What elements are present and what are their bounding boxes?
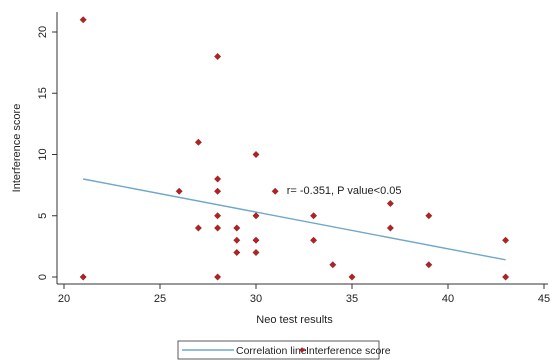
data-point-5 (214, 53, 222, 60)
data-point-17 (252, 249, 260, 256)
legend-label-interference-score: Interference score (306, 345, 391, 357)
y-tick-label-20: 20 (37, 26, 49, 38)
data-point-22 (348, 273, 356, 281)
y-tick-label-5: 5 (37, 213, 49, 219)
correlation-line (83, 178, 506, 261)
legend-box (177, 340, 380, 360)
data-point-7 (214, 187, 222, 195)
data-point-14 (252, 151, 260, 158)
data-point-2 (175, 187, 183, 195)
legend-label-correlation-line: Correlation line (236, 345, 307, 357)
y-tick-label-10: 10 (37, 148, 49, 160)
data-point-0 (79, 16, 87, 24)
data-point-24 (386, 224, 394, 232)
x-tick-label-20: 20 (58, 293, 70, 305)
data-point-25 (425, 212, 433, 220)
data-point-12 (233, 236, 241, 244)
legend-diamond-swatch (299, 347, 305, 353)
data-point-8 (214, 212, 222, 220)
data-point-28 (502, 273, 510, 281)
data-point-9 (214, 224, 222, 232)
interference-score-series (79, 16, 510, 281)
data-point-6 (214, 175, 222, 183)
data-point-3 (194, 138, 202, 146)
y-axis-title: Interference score (11, 104, 23, 193)
data-point-19 (310, 212, 318, 220)
x-axis: 20 25 30 35 40 45 (57, 283, 550, 305)
data-point-4 (194, 224, 202, 232)
data-point-20 (310, 236, 318, 244)
x-tick-label-45: 45 (538, 293, 550, 305)
x-tick-label-30: 30 (250, 293, 262, 305)
data-point-10 (214, 273, 222, 281)
data-point-11 (233, 224, 241, 232)
data-point-21 (329, 261, 337, 269)
legend: Correlation line Interference score (177, 340, 391, 360)
y-axis: 0 5 10 15 20 (37, 12, 58, 284)
x-tick-label-35: 35 (346, 293, 358, 305)
correlation-annotation: r= -0.351, P value<0.05 (287, 185, 402, 197)
y-tick-label-15: 15 (37, 87, 49, 99)
y-tick-label-0: 0 (37, 274, 49, 280)
data-point-27 (502, 236, 510, 244)
data-point-15 (252, 212, 260, 220)
data-point-16 (252, 236, 260, 244)
correlation-line-series (83, 178, 506, 261)
data-point-13 (233, 249, 241, 256)
x-tick-label-40: 40 (442, 293, 454, 305)
data-point-26 (425, 261, 433, 269)
x-tick-label-25: 25 (154, 293, 166, 305)
x-axis-title: Neo test results (256, 314, 333, 326)
data-point-18 (271, 187, 279, 195)
data-point-1 (79, 273, 87, 281)
data-point-23 (386, 200, 394, 207)
